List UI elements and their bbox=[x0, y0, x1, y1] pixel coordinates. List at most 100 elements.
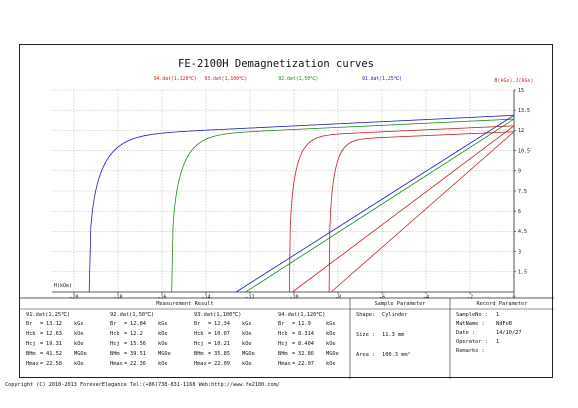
y-tick-label: 6 bbox=[518, 209, 521, 215]
record-param-label: Remarks : bbox=[456, 348, 485, 354]
legend-layer: 94.dat(1,120℃) 93.dat(1,100℃) 92.dat(1,50℃… bbox=[154, 76, 402, 82]
result-cell: Hmax bbox=[110, 361, 123, 367]
curve-layer bbox=[88, 114, 515, 293]
result-cell: 15.56 bbox=[130, 341, 146, 347]
tick-layer: -20-18-16-14-12-10-8-6-4-201.534.567.591… bbox=[69, 88, 530, 301]
result-cell: MGOe bbox=[326, 351, 339, 357]
result-cell: kOe bbox=[242, 341, 252, 347]
result-cell: 22.36 bbox=[130, 361, 146, 367]
result-cell: Br bbox=[194, 321, 201, 327]
result-cell: = bbox=[124, 331, 128, 337]
result-cell: kOe bbox=[326, 341, 336, 347]
record-param-label: SampleNo : bbox=[456, 312, 488, 318]
record-param-label: Operator : bbox=[456, 339, 488, 345]
result-cell: = bbox=[292, 321, 296, 327]
grid-layer bbox=[52, 89, 514, 292]
result-column-title: 91.dat(1,25℃) bbox=[26, 312, 71, 318]
result-cell: = bbox=[208, 351, 212, 357]
result-cell: kOe bbox=[242, 331, 252, 337]
result-cell: Hcj bbox=[194, 341, 204, 347]
result-cell: Hmax bbox=[26, 361, 39, 367]
result-cell: 19.31 bbox=[46, 341, 62, 347]
result-cell: = bbox=[208, 341, 212, 347]
y-tick-label: 15 bbox=[518, 88, 524, 94]
j-curve-1 bbox=[328, 131, 515, 293]
result-cell: 12.63 bbox=[46, 331, 62, 337]
chart-svg: -20-18-16-14-12-10-8-6-4-201.534.567.591… bbox=[20, 58, 554, 379]
sample-param-value: 100.3 mm² bbox=[382, 352, 411, 358]
sample-param-value: 11.3 mm bbox=[382, 332, 405, 338]
result-cell: BHm bbox=[278, 351, 288, 357]
sample-param-label: Size : bbox=[356, 332, 376, 338]
sample-param-label: Area : bbox=[356, 352, 376, 358]
result-cell: 41.52 bbox=[46, 351, 62, 357]
result-cell: 12.2 bbox=[130, 331, 143, 337]
result-cell: Hmax bbox=[278, 361, 291, 367]
result-cell: 39.51 bbox=[130, 351, 146, 357]
chart-frame: -20-18-16-14-12-10-8-6-4-201.534.567.591… bbox=[19, 44, 554, 379]
y-tick-label: 10.5 bbox=[518, 148, 530, 154]
result-cell: Hcj bbox=[278, 341, 288, 347]
result-cell: Hmax bbox=[194, 361, 207, 367]
result-cell: Hcb bbox=[110, 331, 120, 337]
record-param-value: NdFeB bbox=[496, 321, 512, 327]
result-cell: kOe bbox=[326, 331, 336, 337]
result-cell: 35.85 bbox=[214, 351, 230, 357]
record-header: Record Parameter bbox=[476, 301, 528, 307]
result-cell: 32.86 bbox=[298, 351, 314, 357]
result-cell: 22.58 bbox=[46, 361, 62, 367]
result-cell: = bbox=[292, 341, 296, 347]
result-cell: = bbox=[208, 321, 212, 327]
result-cell: BHm bbox=[110, 351, 120, 357]
result-cell: kOe bbox=[158, 331, 168, 337]
sample-param-label: Shape: bbox=[356, 312, 376, 318]
result-cell: kOe bbox=[74, 361, 84, 367]
result-cell: kOe bbox=[326, 361, 336, 367]
result-cell: Hcb bbox=[278, 331, 288, 337]
result-cell: Hcj bbox=[110, 341, 120, 347]
result-cell: = bbox=[40, 351, 44, 357]
result-cell: = bbox=[124, 321, 128, 327]
result-cell: 22.09 bbox=[214, 361, 230, 367]
result-cell: kGs bbox=[74, 321, 84, 327]
result-cell: 10.07 bbox=[214, 331, 230, 337]
sample-param-value: Cylinder bbox=[382, 312, 408, 318]
result-cell: 8.404 bbox=[298, 341, 314, 347]
y-tick-label: 7.5 bbox=[518, 189, 527, 195]
measurement-header: Measurement Result bbox=[156, 301, 214, 307]
result-cell: 12.34 bbox=[214, 321, 230, 327]
y-tick-label: 13.5 bbox=[518, 108, 530, 114]
result-cell: kGs bbox=[242, 321, 252, 327]
legend-entry: 93.dat(1,100℃) bbox=[204, 76, 247, 82]
j-curve-4 bbox=[88, 114, 515, 293]
legend-entry: 94.dat(1,120℃) bbox=[154, 76, 197, 82]
chart-title: FE-2100H Demagnetization curves bbox=[178, 58, 374, 70]
result-cell: = bbox=[40, 331, 44, 337]
y-tick-label: 1.5 bbox=[518, 270, 527, 276]
y-tick-label: 9 bbox=[518, 169, 521, 175]
y-tick-label: 4.5 bbox=[518, 229, 527, 235]
result-cell: = bbox=[40, 361, 44, 367]
result-cell: BHm bbox=[26, 351, 36, 357]
j-curve-2 bbox=[288, 125, 515, 293]
b-curve-3 bbox=[245, 118, 515, 293]
result-cell: = bbox=[40, 321, 44, 327]
copyright-text: Copyright (C) 2010-2013 ForeverElegance … bbox=[5, 382, 280, 388]
result-cell: = bbox=[124, 341, 128, 347]
result-cell: MGOe bbox=[242, 351, 255, 357]
result-cell: kGs bbox=[326, 321, 336, 327]
result-cell: Br bbox=[26, 321, 33, 327]
result-cell: Br bbox=[278, 321, 285, 327]
result-cell: 8.314 bbox=[298, 331, 314, 337]
result-cell: kOe bbox=[74, 341, 84, 347]
legend-entry: 91.dat(1,25℃) bbox=[362, 76, 402, 82]
result-cell: MGOe bbox=[74, 351, 87, 357]
result-cell: BHm bbox=[194, 351, 204, 357]
result-cell: kOe bbox=[242, 361, 252, 367]
result-cell: MGOe bbox=[158, 351, 171, 357]
result-cell: kOe bbox=[158, 341, 168, 347]
record-param-label: MatName : bbox=[456, 321, 485, 327]
result-cell: = bbox=[292, 331, 296, 337]
result-cell: = bbox=[208, 331, 212, 337]
result-cell: kGs bbox=[158, 321, 168, 327]
